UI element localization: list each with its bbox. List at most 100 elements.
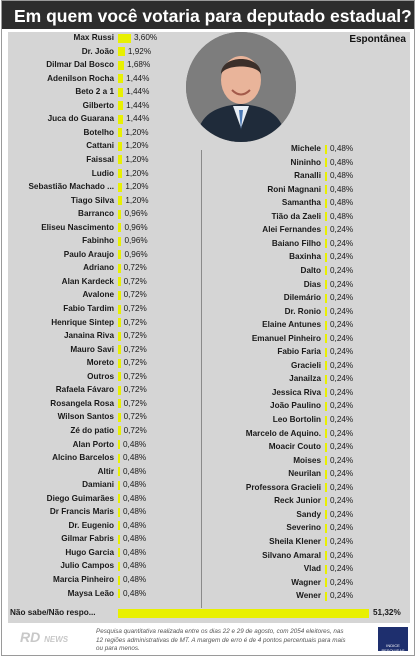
bar-label: Professora Gracieli xyxy=(245,482,321,492)
bar-value-label: 0,96% xyxy=(124,209,148,219)
bar xyxy=(118,114,124,124)
bar xyxy=(325,320,327,330)
bar xyxy=(325,483,327,493)
bar xyxy=(325,388,327,398)
bar-label: Neurilan xyxy=(288,469,321,479)
bar-label: Dilemário xyxy=(283,293,321,303)
bar-value-label: 0,48% xyxy=(330,157,354,167)
bar-label: Max Russi xyxy=(73,33,115,42)
bar xyxy=(325,456,327,466)
bar-label: Rafaela Fávaro xyxy=(55,385,114,395)
bar-value-label: 0,48% xyxy=(123,480,147,490)
bar-value-label: 0,48% xyxy=(123,547,147,557)
bar-label: Sandy xyxy=(296,509,321,519)
bar xyxy=(325,266,327,276)
bar-label: Severino xyxy=(286,523,321,533)
bar xyxy=(118,250,122,260)
bar xyxy=(118,47,125,57)
bar-label: Baiano Filho xyxy=(271,238,321,248)
bar-value-label: 0,72% xyxy=(123,344,147,354)
bar-value-label: 0,48% xyxy=(123,466,147,476)
bar-value-label: 0,24% xyxy=(330,591,354,601)
bar-label: Leo Bortolin xyxy=(272,415,321,424)
bar-value-label: 0,72% xyxy=(123,425,147,435)
bar-value-label: 0,48% xyxy=(123,493,147,503)
bar-value-label: 1,44% xyxy=(126,100,150,110)
chart-panel: Espontânea Max Russi 3,60% Dr. João 1,92% Di… xyxy=(8,32,410,623)
bar-value-label: 0,48% xyxy=(123,453,147,463)
bar-label: Emanuel Pinheiro xyxy=(251,333,321,343)
bar-label: Altir xyxy=(97,466,114,476)
bar xyxy=(325,469,327,479)
bar xyxy=(118,589,120,599)
bar-label: Alan Kardeck xyxy=(61,276,114,286)
bar-label: Elaine Antunes xyxy=(262,320,321,330)
bar xyxy=(118,74,124,84)
bar-label: Michele xyxy=(290,144,321,153)
bar-label: Rosangela Rosa xyxy=(50,398,114,408)
methodology-note: Pesquisa quantitativa realizada entre os… xyxy=(96,628,346,652)
bar xyxy=(325,496,327,506)
bar xyxy=(118,290,121,300)
bar-value-label: 0,24% xyxy=(330,482,354,492)
bar-label: Marcelo de Aquino. xyxy=(245,428,321,438)
bar-value-label: 0,24% xyxy=(330,469,354,479)
bar xyxy=(118,87,124,97)
bar-value-label: 0,24% xyxy=(330,333,354,343)
bar-label: Não sabe/Não respo... xyxy=(10,608,96,617)
bar xyxy=(118,480,120,490)
bar-label: Barranco xyxy=(78,209,114,219)
bar xyxy=(118,141,123,151)
bar-label: Moises xyxy=(293,455,321,465)
bar-value-label: 51,32% xyxy=(373,608,401,617)
chart-title: Em quem você votaria para deputado estad… xyxy=(14,6,412,26)
footer: RD NEWS Pesquisa quantitativa realizada … xyxy=(2,625,414,655)
bar-value-label: 0,48% xyxy=(330,184,354,194)
bar-value-label: 0,24% xyxy=(330,252,354,262)
column-divider xyxy=(201,150,202,608)
bar-value-label: 0,24% xyxy=(330,550,354,560)
bar-label: Avalone xyxy=(82,290,114,300)
bar xyxy=(118,399,121,409)
bar-value-label: 0,48% xyxy=(123,439,147,449)
bar-label: Fabio Tardim xyxy=(63,304,114,313)
bar-label: Dr. Ronio xyxy=(284,306,321,316)
bar-label: Dias xyxy=(303,279,321,289)
bar-label: Moreto xyxy=(86,358,114,368)
bar-value-label: 0,96% xyxy=(124,222,148,232)
bar-label: Wilson Santos xyxy=(57,412,114,422)
bar-value-label: 0,48% xyxy=(330,198,354,208)
bar xyxy=(118,128,123,138)
bar-value-label: 0,24% xyxy=(330,293,354,303)
bar xyxy=(118,453,120,463)
bar xyxy=(325,280,327,289)
bar-label: Adriano xyxy=(83,263,114,273)
bar xyxy=(118,304,121,314)
bar xyxy=(325,415,327,425)
bar xyxy=(118,534,120,544)
bar-label: Samantha xyxy=(281,198,321,208)
bar-label: Jessica Riva xyxy=(271,387,321,397)
bar-label: Alcino Barcelos xyxy=(52,453,114,463)
bar xyxy=(118,426,121,436)
bar-label: Reck Junior xyxy=(274,496,321,506)
bar-value-label: 0,24% xyxy=(330,536,354,546)
bar-value-label: 0,96% xyxy=(124,249,148,259)
bar-value-label: 0,48% xyxy=(123,561,147,571)
bar-label: Eliseu Nascimento xyxy=(41,222,114,232)
bar-label: Cattani xyxy=(86,141,114,151)
bar-label: Damiani xyxy=(82,480,114,490)
bar-value-label: 0,24% xyxy=(330,347,354,357)
bar-label: Ludio xyxy=(91,168,114,178)
bar xyxy=(118,507,120,517)
bar-label: Faissal xyxy=(86,154,114,164)
bar-value-label: 0,48% xyxy=(123,507,147,517)
bar xyxy=(118,169,123,178)
bar-value-label: 1,20% xyxy=(125,182,149,192)
bar-value-label: 0,72% xyxy=(123,358,147,368)
bar xyxy=(118,277,121,287)
bar-label: Outros xyxy=(87,371,114,381)
bar-value-label: 0,24% xyxy=(330,279,354,289)
bar-value-label: 0,72% xyxy=(123,317,147,327)
